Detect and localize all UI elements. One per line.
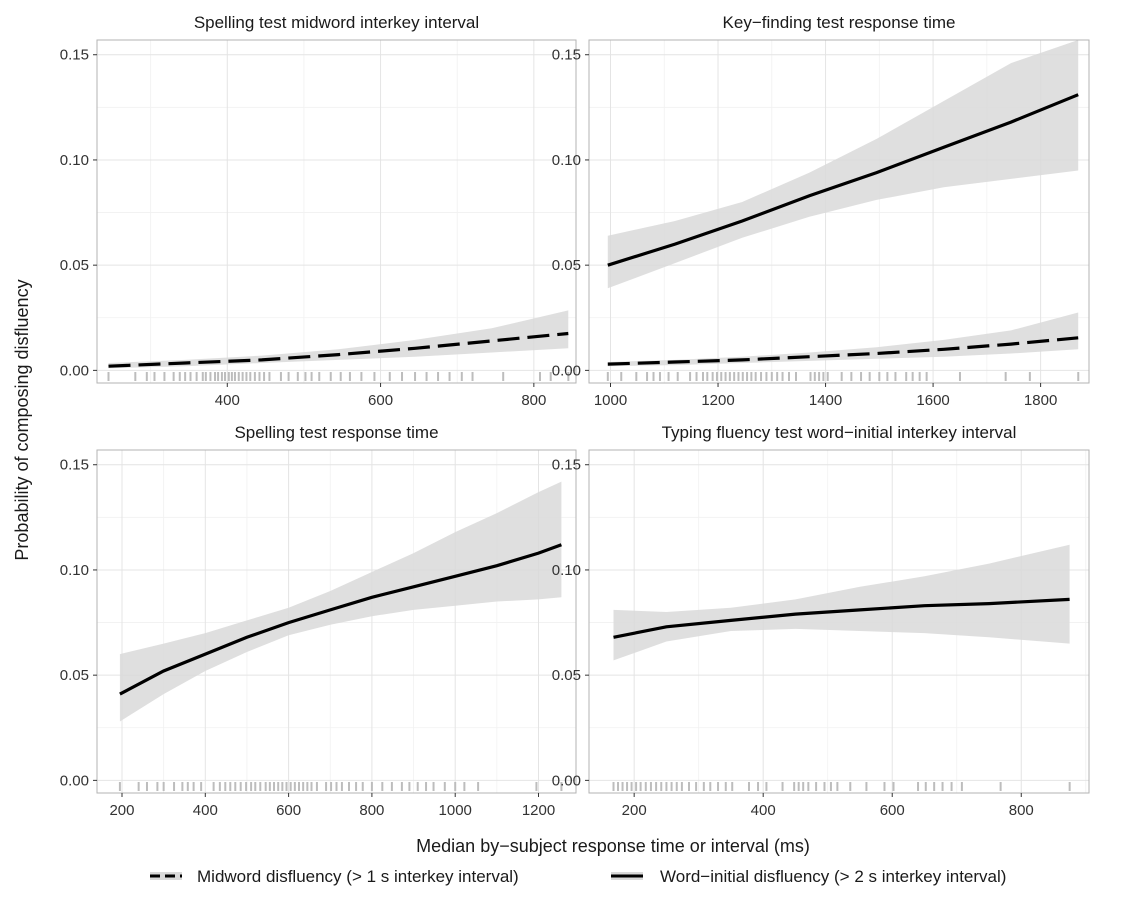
legend-label-word-initial: Word−initial disfluency (> 2 s interkey … xyxy=(660,867,1006,886)
x-tick-label: 400 xyxy=(215,392,240,409)
legend: Midword disfluency (> 1 s interkey inter… xyxy=(150,867,1006,886)
panel-border xyxy=(96,449,577,794)
y-tick-label: 0.15 xyxy=(552,47,581,64)
y-tick-label: 0.05 xyxy=(552,667,581,684)
confidence-ribbon-1 xyxy=(108,310,569,369)
x-tick-label: 1600 xyxy=(916,392,949,409)
midword-fit-line xyxy=(108,331,569,368)
confidence-ribbon-1 xyxy=(119,481,562,722)
confidence-ribbon-1 xyxy=(613,544,1070,661)
x-tick-label: 1800 xyxy=(1024,392,1057,409)
y-tick-label: 0.00 xyxy=(60,362,89,379)
y-axis-title: Probability of composing disfluency xyxy=(12,279,32,560)
panel-border xyxy=(588,449,1090,794)
y-tick-label: 0.05 xyxy=(60,257,89,274)
confidence-ribbon-1 xyxy=(607,40,1079,289)
word-initial-fit-line xyxy=(613,597,1070,639)
y-tick-label: 0.00 xyxy=(552,772,581,789)
word-initial-fit-line xyxy=(607,93,1079,267)
x-tick-label: 200 xyxy=(622,802,647,819)
legend-item-midword: Midword disfluency (> 1 s interkey inter… xyxy=(150,867,519,886)
x-tick-label: 800 xyxy=(359,802,384,819)
panel-3: 200 400 600 800 1000 1200 0.00 0.05 0.10 0.15 Spel… xyxy=(60,423,577,819)
y-tick-label: 0.15 xyxy=(60,47,89,64)
y-tick-label: 0.05 xyxy=(60,667,89,684)
x-tick-label: 600 xyxy=(880,802,905,819)
x-tick-label: 400 xyxy=(193,802,218,819)
panel-border xyxy=(588,39,1090,384)
y-tick-label: 0.00 xyxy=(60,772,89,789)
y-tick-label: 0.10 xyxy=(552,562,581,579)
x-tick-label: 1000 xyxy=(594,392,627,409)
x-tick-label: 400 xyxy=(751,802,776,819)
panel-title: Key−finding test response time xyxy=(723,13,956,32)
panel-title: Spelling test response time xyxy=(234,423,438,442)
legend-item-word-initial: Word−initial disfluency (> 2 s interkey … xyxy=(611,867,1006,886)
panel-border xyxy=(96,39,577,384)
x-tick-label: 800 xyxy=(521,392,546,409)
y-tick-label: 0.10 xyxy=(552,152,581,169)
y-tick-label: 0.15 xyxy=(552,457,581,474)
y-tick-label: 0.05 xyxy=(552,257,581,274)
y-tick-label: 0.00 xyxy=(552,362,581,379)
x-tick-label: 1400 xyxy=(809,392,842,409)
panel-2: 1000 1200 1400 1600 1800 0.00 0.05 0.10 0.15 Key−… xyxy=(552,13,1090,409)
midword-fit-line xyxy=(607,336,1079,366)
legend-label-midword: Midword disfluency (> 1 s interkey inter… xyxy=(197,867,519,886)
panels: 400 600 800 0.00 0.05 0.10 0.15 Spelling test m… xyxy=(60,13,1090,819)
word-initial-fit-line xyxy=(119,543,562,696)
x-tick-label: 1000 xyxy=(439,802,472,819)
y-tick-label: 0.10 xyxy=(60,562,89,579)
x-tick-label: 600 xyxy=(368,392,393,409)
confidence-ribbon-2 xyxy=(607,312,1079,367)
x-tick-label: 800 xyxy=(1009,802,1034,819)
panel-4: 200 400 600 800 0.00 0.05 0.10 0.15 Typing fluen… xyxy=(552,423,1090,819)
panel-1: 400 600 800 0.00 0.05 0.10 0.15 Spelling test m… xyxy=(60,13,577,409)
x-tick-label: 1200 xyxy=(701,392,734,409)
panel-title: Typing fluency test word−initial interke… xyxy=(662,423,1017,442)
x-tick-label: 600 xyxy=(276,802,301,819)
panel-title: Spelling test midword interkey interval xyxy=(194,13,479,32)
y-tick-label: 0.15 xyxy=(60,457,89,474)
x-axis-title: Median by−subject response time or inter… xyxy=(416,836,810,856)
x-tick-label: 200 xyxy=(109,802,134,819)
y-tick-label: 0.10 xyxy=(60,152,89,169)
x-tick-label: 1200 xyxy=(522,802,555,819)
